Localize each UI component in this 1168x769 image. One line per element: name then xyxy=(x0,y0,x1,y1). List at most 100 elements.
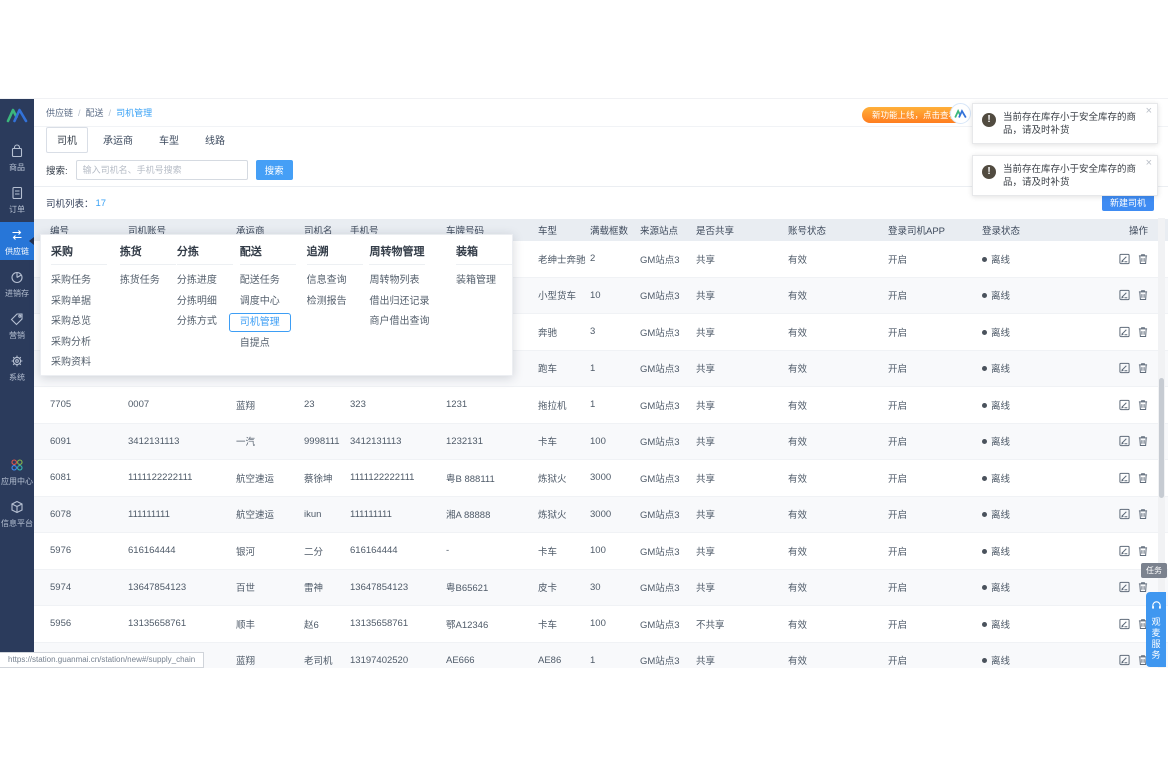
close-icon[interactable]: × xyxy=(1145,105,1152,117)
menu-item[interactable]: 拣货任务 xyxy=(119,275,160,286)
sidebar-item-orders[interactable]: 订单 xyxy=(0,180,34,218)
trash-icon[interactable] xyxy=(1138,289,1148,301)
menu-item[interactable]: 周转物列表 xyxy=(369,275,420,286)
cell-承运商: 航空速运 xyxy=(236,510,275,522)
sidebar-item-system[interactable]: 系统 xyxy=(0,348,34,386)
breadcrumb-delivery[interactable]: 配送 xyxy=(85,108,104,118)
trash-icon[interactable] xyxy=(1138,326,1148,338)
cell-编号: 6091 xyxy=(50,435,72,447)
tab-route[interactable]: 线路 xyxy=(205,136,225,147)
close-icon[interactable]: × xyxy=(1145,157,1152,169)
trash-icon[interactable] xyxy=(1138,508,1148,520)
edit-icon[interactable] xyxy=(1119,581,1130,593)
sidebar-item-supply-chain[interactable]: 供应链 xyxy=(0,222,34,260)
cell-登录状态: 离线 xyxy=(982,361,1094,375)
sidebar-item-goods[interactable]: 商品 xyxy=(0,138,34,176)
breadcrumb-supply-chain[interactable]: 供应链 xyxy=(46,108,74,118)
menu-item[interactable]: 配送任务 xyxy=(239,275,280,286)
cell-车型: 奔驰 xyxy=(538,327,558,339)
toast-text: 当前存在库存小于安全库存的商品，请及时补货 xyxy=(1003,164,1137,188)
tab-vehicle-type[interactable]: 车型 xyxy=(159,136,179,147)
search-button[interactable]: 搜索 xyxy=(255,159,293,180)
edit-icon[interactable] xyxy=(1119,253,1130,265)
service-float-button[interactable]: 观麦服务 xyxy=(1146,592,1166,667)
menu-item[interactable]: 采购总览 xyxy=(51,316,91,327)
menu-item[interactable]: 信息查询 xyxy=(306,275,347,286)
cell-手机号: 111111111 xyxy=(350,508,392,520)
edit-icon[interactable] xyxy=(1119,618,1130,630)
trash-icon[interactable] xyxy=(1138,362,1148,374)
search-input[interactable] xyxy=(75,159,248,180)
cell-承运商: 百世 xyxy=(236,583,256,595)
table-row: 5974 13647854123 百世 雷神 13647854123 粤B65621 皮卡 3… xyxy=(34,569,1168,606)
cell-司机账号: 616164444 xyxy=(128,545,176,557)
sidebar-item-marketing[interactable]: 营销 xyxy=(0,306,34,344)
cell-操作 xyxy=(1094,362,1150,374)
sidebar-item-info-platform[interactable]: 信息平台 xyxy=(0,494,34,532)
edit-icon[interactable] xyxy=(1119,545,1130,557)
tab-driver[interactable]: 司机 xyxy=(46,127,88,153)
menu-item[interactable]: 分拣方式 xyxy=(176,316,217,327)
edit-icon[interactable] xyxy=(1119,654,1130,666)
cell-编号: 5956 xyxy=(50,618,72,630)
trash-icon[interactable] xyxy=(1138,253,1148,265)
menu-item[interactable]: 自提点 xyxy=(239,338,270,349)
trash-icon[interactable] xyxy=(1138,435,1148,447)
menu-item[interactable]: 分拣明细 xyxy=(176,295,217,307)
guanmai-logo[interactable] xyxy=(6,107,28,128)
menu-item[interactable]: 商户借出查询 xyxy=(369,316,430,327)
task-float-button[interactable]: 任务 xyxy=(1141,563,1167,578)
menu-item[interactable]: 借出归还记录 xyxy=(369,295,430,307)
cell-操作 xyxy=(1094,581,1150,593)
menu-column-title: 追溯 xyxy=(306,243,363,265)
sidebar-item-inventory[interactable]: 进销存 xyxy=(0,264,34,302)
edit-icon[interactable] xyxy=(1119,435,1130,447)
tab-bar: 司机 承运商 车型 线路 xyxy=(34,127,1168,153)
trash-icon[interactable] xyxy=(1138,581,1148,593)
trash-icon[interactable] xyxy=(1138,399,1148,411)
cell-满载框数: 100 xyxy=(590,435,606,447)
column-header: 登录状态 xyxy=(982,226,1021,237)
trash-icon[interactable] xyxy=(1138,545,1148,557)
edit-icon[interactable] xyxy=(1119,399,1130,411)
edit-icon[interactable] xyxy=(1119,289,1130,301)
tab-carrier[interactable]: 承运商 xyxy=(103,136,133,147)
edit-icon[interactable] xyxy=(1119,472,1130,484)
menu-item[interactable]: 分拣进度 xyxy=(176,275,217,286)
new-feature-promo-button[interactable]: 新功能上线，点击查看 xyxy=(862,107,968,123)
cell-满载框数: 1 xyxy=(590,654,596,666)
breadcrumb-separator: / xyxy=(108,107,112,118)
scrollbar-thumb[interactable] xyxy=(1159,378,1164,498)
new-driver-button[interactable]: 新建司机 xyxy=(1101,194,1154,211)
menu-item[interactable]: 检测报告 xyxy=(306,295,347,307)
list-title: 司机列表： xyxy=(46,199,94,210)
cell-承运商: 蓝翔 xyxy=(236,400,256,412)
cell-操作 xyxy=(1094,289,1150,301)
cell-编号: 7705 xyxy=(50,399,72,411)
menu-item[interactable]: 调度中心 xyxy=(239,295,280,307)
driver-count: 17 xyxy=(95,197,107,209)
cell-登录司机APP: 开启 xyxy=(888,619,908,631)
cell-满载框数: 1 xyxy=(590,399,596,411)
cell-承运商: 一汽 xyxy=(236,437,256,449)
trash-icon[interactable] xyxy=(1138,472,1148,484)
sidebar-item-label: 信息平台 xyxy=(1,519,33,528)
cell-登录状态: 离线 xyxy=(982,434,1094,448)
menu-item[interactable]: 司机管理 xyxy=(228,313,291,332)
menu-item[interactable]: 采购资料 xyxy=(51,357,91,368)
avatar[interactable] xyxy=(950,103,971,124)
trash-icon[interactable] xyxy=(1138,618,1148,630)
menu-item[interactable]: 采购单据 xyxy=(51,295,91,307)
edit-icon[interactable] xyxy=(1119,326,1130,338)
table-row: 7705 0007 蓝翔 23 323 1231 拖拉机 1 GM站点3 共享 有效 开启 离线 xyxy=(34,387,1168,424)
cell-操作 xyxy=(1094,399,1150,411)
menu-item[interactable]: 采购分析 xyxy=(51,336,91,348)
edit-icon[interactable] xyxy=(1119,508,1130,520)
sidebar-item-app-center[interactable]: 应用中心 xyxy=(0,452,34,490)
cell-来源站点: GM站点3 xyxy=(640,437,680,449)
edit-icon[interactable] xyxy=(1119,362,1130,374)
menu-item[interactable]: 装箱管理 xyxy=(455,275,496,286)
gear-icon xyxy=(9,353,25,371)
trash-icon[interactable] xyxy=(1138,654,1148,666)
menu-item[interactable]: 采购任务 xyxy=(51,275,91,286)
